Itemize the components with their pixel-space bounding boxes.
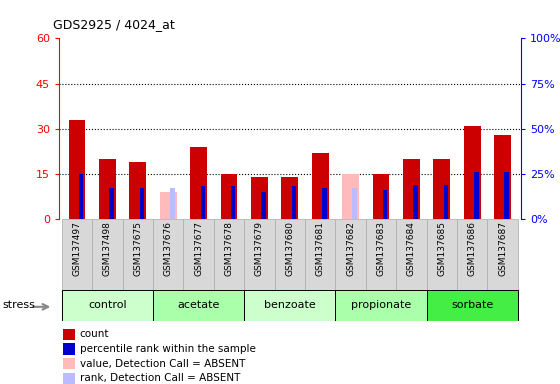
Bar bbox=[474, 172, 479, 219]
FancyBboxPatch shape bbox=[153, 219, 184, 290]
Text: GSM137680: GSM137680 bbox=[285, 221, 295, 276]
Bar bbox=[63, 329, 75, 340]
Bar bbox=[342, 174, 359, 219]
Bar bbox=[200, 186, 205, 219]
FancyBboxPatch shape bbox=[123, 219, 153, 290]
Bar bbox=[433, 159, 450, 219]
Bar bbox=[505, 172, 509, 219]
Bar bbox=[69, 120, 85, 219]
Text: GSM137685: GSM137685 bbox=[437, 221, 446, 276]
Text: stress: stress bbox=[3, 300, 36, 310]
Bar bbox=[383, 190, 388, 219]
Bar bbox=[335, 290, 427, 321]
FancyBboxPatch shape bbox=[62, 219, 92, 290]
Bar bbox=[413, 185, 418, 219]
Bar bbox=[244, 290, 335, 321]
Text: value, Detection Call = ABSENT: value, Detection Call = ABSENT bbox=[80, 359, 245, 369]
Bar bbox=[312, 153, 329, 219]
Bar bbox=[427, 290, 518, 321]
Bar bbox=[403, 159, 420, 219]
FancyBboxPatch shape bbox=[396, 219, 427, 290]
Text: GSM137677: GSM137677 bbox=[194, 221, 203, 276]
FancyBboxPatch shape bbox=[305, 219, 335, 290]
Text: count: count bbox=[80, 329, 109, 339]
Bar bbox=[251, 177, 268, 219]
FancyBboxPatch shape bbox=[366, 219, 396, 290]
FancyBboxPatch shape bbox=[487, 219, 518, 290]
Text: GSM137675: GSM137675 bbox=[133, 221, 142, 276]
Text: GSM137687: GSM137687 bbox=[498, 221, 507, 276]
Bar bbox=[322, 188, 326, 219]
Text: sorbate: sorbate bbox=[451, 300, 493, 310]
Bar bbox=[99, 159, 116, 219]
Text: control: control bbox=[88, 300, 127, 310]
Bar bbox=[231, 186, 235, 219]
Bar bbox=[129, 162, 146, 219]
Text: GSM137678: GSM137678 bbox=[225, 221, 234, 276]
Bar bbox=[372, 174, 389, 219]
Text: rank, Detection Call = ABSENT: rank, Detection Call = ABSENT bbox=[80, 374, 240, 384]
Bar bbox=[262, 192, 266, 219]
FancyBboxPatch shape bbox=[92, 219, 123, 290]
Bar bbox=[63, 373, 75, 384]
Bar bbox=[170, 188, 175, 219]
Bar bbox=[494, 135, 511, 219]
Text: GSM137676: GSM137676 bbox=[164, 221, 172, 276]
Bar bbox=[79, 174, 83, 219]
Bar bbox=[282, 177, 298, 219]
Bar bbox=[221, 174, 237, 219]
FancyBboxPatch shape bbox=[427, 219, 457, 290]
Bar bbox=[352, 188, 357, 219]
Text: GDS2925 / 4024_at: GDS2925 / 4024_at bbox=[53, 18, 175, 31]
Bar bbox=[190, 147, 207, 219]
Text: propionate: propionate bbox=[351, 300, 411, 310]
Text: GSM137498: GSM137498 bbox=[103, 221, 112, 276]
Text: GSM137679: GSM137679 bbox=[255, 221, 264, 276]
Bar bbox=[140, 188, 144, 219]
Bar bbox=[464, 126, 480, 219]
Text: GSM137683: GSM137683 bbox=[376, 221, 385, 276]
Bar bbox=[292, 186, 296, 219]
Text: percentile rank within the sample: percentile rank within the sample bbox=[80, 344, 255, 354]
Bar bbox=[153, 290, 244, 321]
Text: GSM137684: GSM137684 bbox=[407, 221, 416, 276]
Text: acetate: acetate bbox=[178, 300, 220, 310]
Bar bbox=[63, 343, 75, 354]
Text: GSM137682: GSM137682 bbox=[346, 221, 355, 276]
Bar bbox=[444, 185, 448, 219]
FancyBboxPatch shape bbox=[457, 219, 487, 290]
Text: GSM137681: GSM137681 bbox=[316, 221, 325, 276]
FancyBboxPatch shape bbox=[214, 219, 244, 290]
FancyBboxPatch shape bbox=[274, 219, 305, 290]
Text: GSM137686: GSM137686 bbox=[468, 221, 477, 276]
Text: benzoate: benzoate bbox=[264, 300, 316, 310]
FancyBboxPatch shape bbox=[244, 219, 274, 290]
Bar bbox=[62, 290, 153, 321]
Text: GSM137497: GSM137497 bbox=[73, 221, 82, 276]
FancyBboxPatch shape bbox=[184, 219, 214, 290]
Bar bbox=[160, 192, 176, 219]
Bar bbox=[109, 188, 114, 219]
FancyBboxPatch shape bbox=[335, 219, 366, 290]
Bar bbox=[63, 358, 75, 369]
